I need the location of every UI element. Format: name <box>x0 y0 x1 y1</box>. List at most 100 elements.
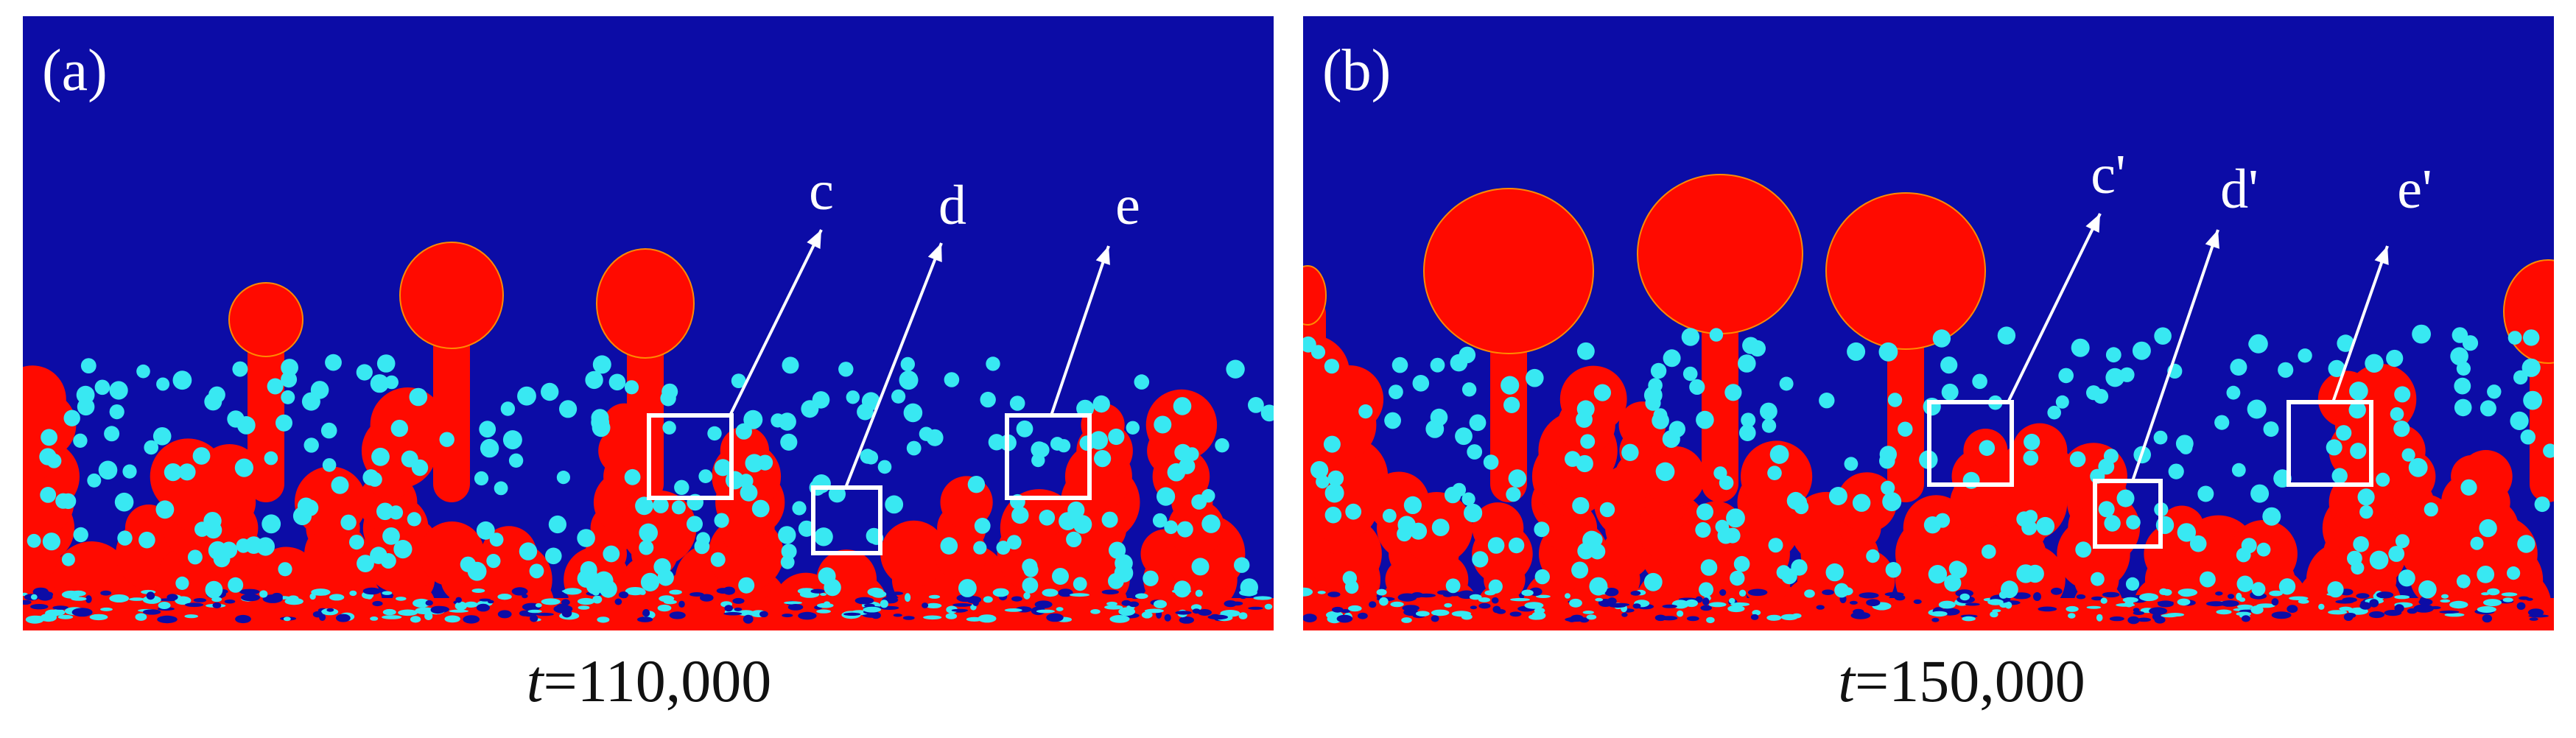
particle <box>940 537 958 555</box>
particle <box>2226 385 2241 400</box>
speckle <box>2127 616 2140 625</box>
speckle <box>1154 600 1167 608</box>
particle <box>781 544 797 560</box>
particle <box>1327 470 1344 487</box>
speckle <box>535 602 542 608</box>
particle <box>1749 340 1766 357</box>
speckle <box>287 595 299 602</box>
particle <box>710 552 726 567</box>
panel-label: (a) <box>42 38 108 103</box>
speckle <box>1042 588 1059 597</box>
particle <box>194 521 210 537</box>
particle <box>1031 441 1047 458</box>
speckle <box>1303 589 1311 596</box>
speckle <box>157 615 178 624</box>
speckle <box>2441 594 2449 599</box>
speckle <box>1884 591 1904 597</box>
particle <box>1643 572 1663 591</box>
speckle <box>1144 608 1164 614</box>
particle <box>1668 421 1685 437</box>
speckle <box>1046 613 1064 622</box>
speckle <box>759 611 768 618</box>
particle <box>1403 496 1422 515</box>
particle <box>1487 537 1505 554</box>
particle <box>1577 342 1595 360</box>
particle <box>980 391 996 408</box>
speckle <box>816 609 831 614</box>
particle <box>1011 506 1029 524</box>
particle <box>87 473 102 488</box>
particle <box>1059 512 1077 530</box>
particle <box>1944 574 1962 592</box>
speckle <box>2483 599 2502 607</box>
particle <box>2075 541 2092 558</box>
particle <box>2126 515 2141 530</box>
speckle <box>212 602 222 609</box>
speckle <box>1990 611 1998 618</box>
particle <box>657 569 674 586</box>
particle <box>1681 328 1700 346</box>
particle <box>1323 435 1341 453</box>
particle <box>2450 347 2468 366</box>
blob <box>370 387 446 463</box>
particle <box>577 529 595 547</box>
particle <box>155 500 175 519</box>
particle <box>356 364 373 381</box>
particle <box>731 373 746 388</box>
particle <box>1101 511 1118 528</box>
speckle <box>425 600 433 606</box>
speckle <box>2158 600 2174 608</box>
particle <box>986 356 1000 371</box>
particle <box>1472 551 1489 568</box>
speckle <box>2137 617 2151 622</box>
particle <box>382 527 400 545</box>
speckle <box>1101 589 1120 595</box>
speckle <box>723 586 735 595</box>
particle <box>1726 508 1745 528</box>
speckle <box>2527 608 2544 616</box>
particle <box>973 541 987 555</box>
particle <box>502 430 522 450</box>
particle <box>2125 577 2140 591</box>
particle <box>967 476 986 493</box>
speckle <box>142 609 161 615</box>
particle <box>1526 368 1544 387</box>
speckle <box>983 596 993 603</box>
speckle <box>1469 594 1482 600</box>
speckle <box>185 602 204 608</box>
speckle <box>1478 597 1491 602</box>
particle <box>2456 574 2471 588</box>
speckle <box>922 602 929 608</box>
speckle <box>1524 602 1544 609</box>
particle <box>494 481 508 496</box>
particle <box>2365 354 2384 373</box>
particle <box>1382 508 1397 523</box>
particle <box>508 453 524 468</box>
speckle <box>1662 604 1677 608</box>
particle <box>2231 463 2246 477</box>
particle <box>1882 492 1902 512</box>
speckle <box>2449 600 2468 609</box>
particle <box>2424 502 2438 517</box>
particle <box>877 460 892 474</box>
speckle <box>1706 616 1715 624</box>
speckle <box>1402 605 1419 611</box>
speckle <box>1630 591 1641 596</box>
particle <box>2507 566 2521 580</box>
speckle <box>1849 600 1858 605</box>
speckle <box>1106 601 1117 606</box>
particle <box>1589 577 1608 596</box>
speckle <box>476 603 491 612</box>
particle <box>2154 327 2172 345</box>
speckle <box>880 600 888 608</box>
particle <box>208 386 225 404</box>
speckle <box>1253 596 1272 600</box>
particle <box>988 434 1006 451</box>
particle <box>178 463 196 481</box>
speckle <box>1536 594 1551 598</box>
particle <box>1972 373 1987 390</box>
callout-label: e <box>1115 175 1140 236</box>
speckle <box>1135 593 1148 600</box>
speckle <box>2051 587 2063 595</box>
speckle <box>1931 617 1940 622</box>
